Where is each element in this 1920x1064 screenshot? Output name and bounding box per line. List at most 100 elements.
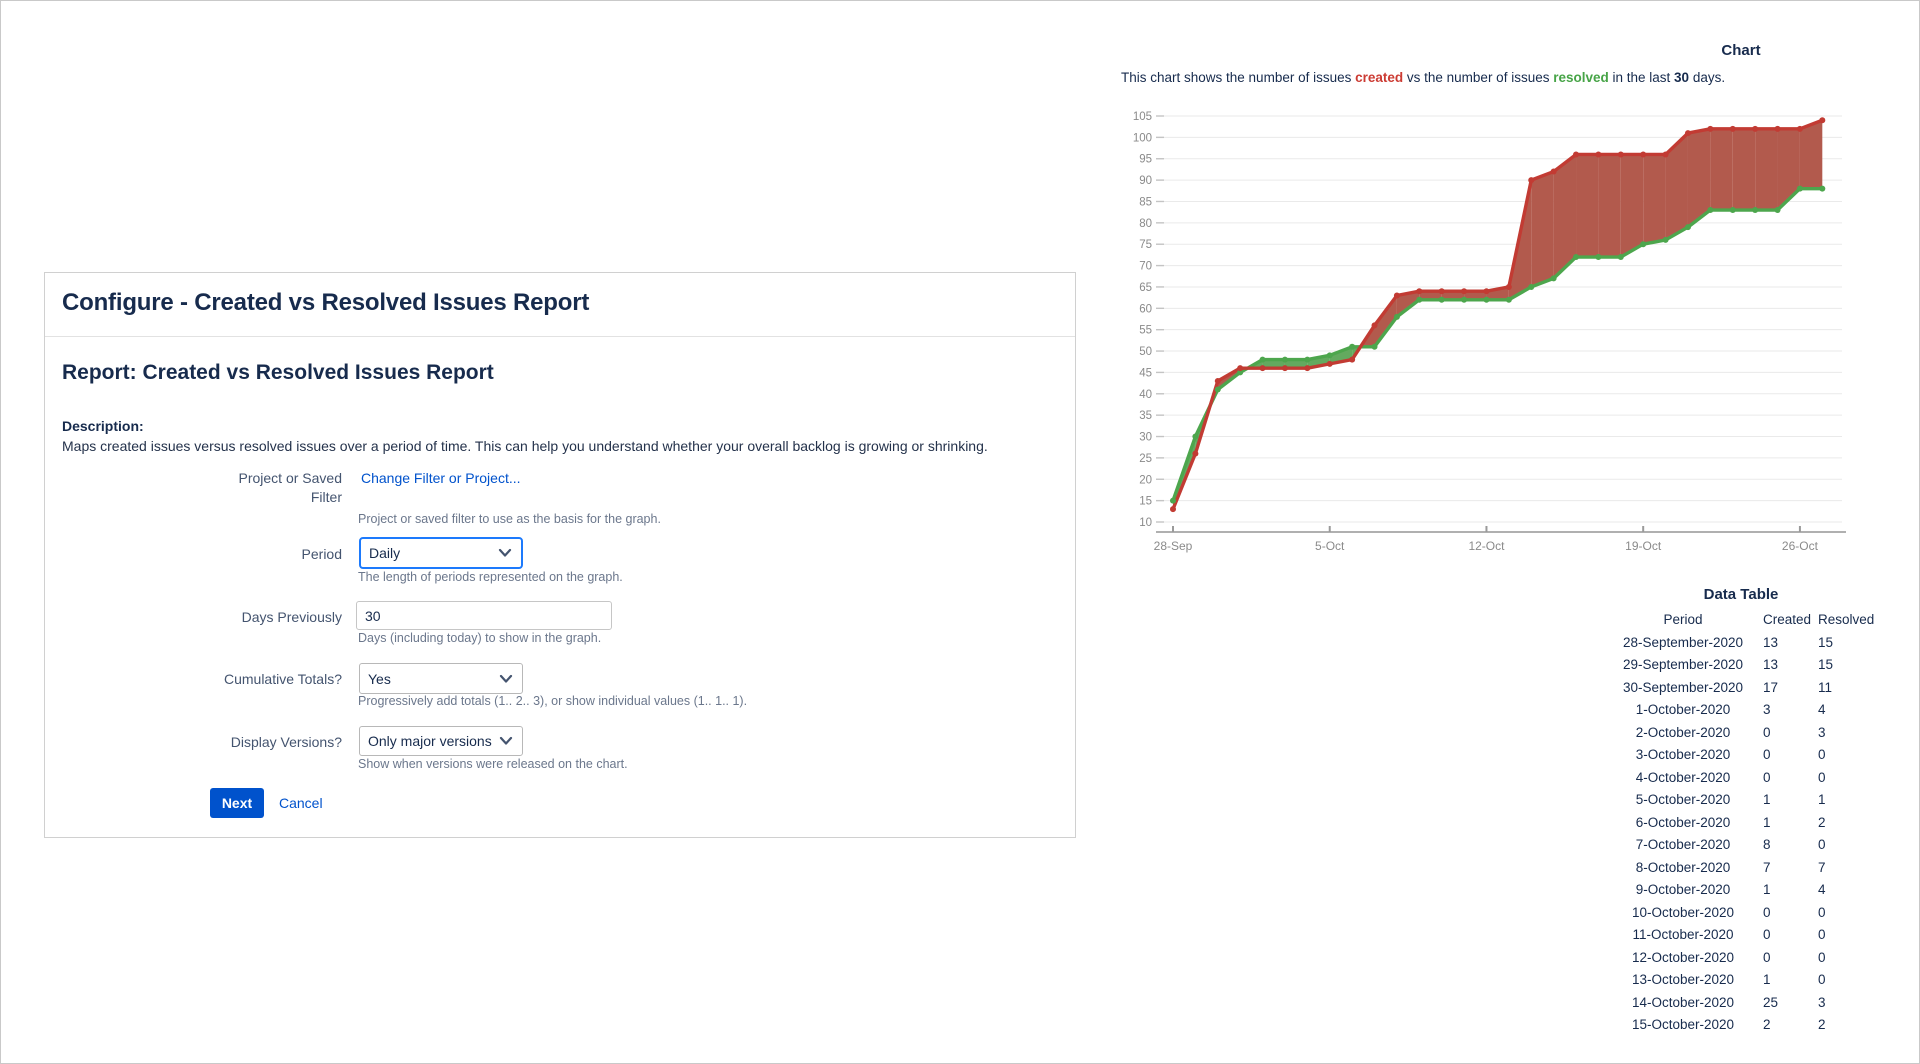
table-row: 15-October-2020 2 2 <box>1610 1014 1874 1037</box>
created-point <box>1729 125 1736 132</box>
versions-help-text: Show when versions were released on the … <box>358 757 628 771</box>
divider <box>45 336 1075 337</box>
resolved-point <box>1550 275 1557 282</box>
y-tick-label: 35 <box>1139 410 1152 422</box>
cell-period: 10-October-2020 <box>1631 904 1735 920</box>
created-point <box>1483 288 1490 295</box>
period-select[interactable]: Daily <box>359 537 523 569</box>
area-fill <box>1777 128 1800 211</box>
cell-resolved: 4 <box>1818 882 1826 897</box>
cell-created: 0 <box>1763 769 1771 785</box>
created-vs-resolved-area-chart: 10 15 20 25 30 35 40 45 50 55 60 65 70 75 80 85 90 95 100 1… <box>1133 111 1846 553</box>
cell-period: 29-September-2020 <box>1622 657 1744 672</box>
cell-resolved: 2 <box>1818 1017 1826 1032</box>
cell-resolved: 4 <box>1818 702 1826 717</box>
column-header-period: Period <box>1663 612 1703 627</box>
table-row: 10-October-2020 0 0 <box>1610 902 1874 925</box>
area-fill <box>1464 291 1487 300</box>
cell-resolved: 0 <box>1818 927 1826 942</box>
created-point <box>1349 356 1356 363</box>
table-row: 7-October-2020 8 0 <box>1610 834 1874 857</box>
data-table-title: Data Table <box>1703 586 1779 603</box>
y-tick-label: 105 <box>1133 111 1152 123</box>
cell-created: 8 <box>1763 837 1771 852</box>
y-tick-label: 10 <box>1139 517 1152 529</box>
display-versions-select[interactable]: Only major versions <box>359 726 523 756</box>
area-fill <box>1553 154 1577 279</box>
resolved-point <box>1595 254 1602 261</box>
resolved-point <box>1170 497 1176 504</box>
created-point <box>1326 360 1333 367</box>
subtitle-text: in the last <box>1608 70 1675 85</box>
created-point <box>1573 151 1580 158</box>
area-fill <box>1732 128 1756 211</box>
resolved-point <box>1684 224 1691 231</box>
cell-period: 13-October-2020 <box>1631 972 1735 987</box>
cell-resolved: 0 <box>1818 972 1826 987</box>
days-previously-input[interactable] <box>356 601 612 630</box>
y-tick-label: 75 <box>1139 239 1152 251</box>
table-row: 14-October-2020 25 3 <box>1610 992 1874 1015</box>
area-fill <box>1665 133 1688 240</box>
cell-period: 11-October-2020 <box>1632 927 1734 942</box>
subtitle-days-count: 30 <box>1674 70 1690 85</box>
created-point <box>1192 450 1199 457</box>
subtitle-text: This chart shows the number of issues <box>1121 70 1356 85</box>
table-row: 13-October-2020 1 0 <box>1610 969 1874 992</box>
y-tick-label: 100 <box>1133 132 1152 144</box>
resolved-point <box>1774 207 1781 214</box>
cancel-link[interactable]: Cancel <box>279 795 323 811</box>
change-filter-link[interactable]: Change Filter or Project... <box>361 470 521 486</box>
cell-period: 15-October-2020 <box>1631 1017 1735 1032</box>
chevron-down-icon <box>499 736 513 746</box>
y-tick-label: 50 <box>1139 346 1152 358</box>
x-tick-label: 12-Oct <box>1468 539 1505 553</box>
created-point <box>1774 125 1781 132</box>
table-row: 5-October-2020 1 1 <box>1610 789 1874 812</box>
cell-period: 8-October-2020 <box>1635 859 1731 875</box>
area-fill <box>1643 154 1666 245</box>
resolved-point <box>1707 207 1714 214</box>
resolved-point <box>1371 343 1378 350</box>
cumulative-help-text: Progressively add totals (1.. 2.. 3), or… <box>358 694 748 708</box>
cell-created: 0 <box>1763 904 1771 920</box>
cell-created: 2 <box>1763 1017 1771 1032</box>
resolved-point <box>1752 207 1759 214</box>
table-row: 3-October-2020 0 0 <box>1610 744 1874 767</box>
table-header-row: Period Created Resolved <box>1610 609 1874 632</box>
area-fill <box>1284 359 1308 369</box>
column-header-created: Created <box>1763 612 1812 627</box>
cell-created: 3 <box>1763 702 1771 717</box>
cell-resolved: 15 <box>1818 634 1834 650</box>
cell-period: 4-October-2020 <box>1635 769 1731 785</box>
created-point <box>1304 365 1311 372</box>
y-tick-label: 95 <box>1139 154 1152 166</box>
table-row: 8-October-2020 7 7 <box>1610 857 1874 880</box>
y-tick-label: 20 <box>1139 474 1152 486</box>
filter-help-text: Project or saved filter to use as the ba… <box>358 512 661 526</box>
cell-period: 28-September-2020 <box>1622 634 1744 650</box>
cell-period: 5-October-2020 <box>1635 792 1731 807</box>
cell-period: 2-October-2020 <box>1635 724 1731 740</box>
y-tick-label: 55 <box>1139 325 1152 337</box>
created-point <box>1237 365 1244 372</box>
y-tick-label: 85 <box>1139 196 1152 208</box>
resolved-point <box>1505 296 1512 303</box>
cell-created: 0 <box>1763 949 1771 965</box>
days-field-label: Days Previously <box>241 609 342 625</box>
cell-created: 17 <box>1763 679 1779 695</box>
resolved-point <box>1304 356 1311 363</box>
y-tick-label: 15 <box>1139 496 1152 508</box>
area-fill <box>1374 295 1397 347</box>
cell-resolved: 2 <box>1818 814 1826 830</box>
cell-resolved: 7 <box>1818 859 1826 875</box>
created-point <box>1752 125 1759 132</box>
y-tick-label: 60 <box>1139 303 1152 315</box>
created-point <box>1393 292 1400 299</box>
resolved-point <box>1214 386 1221 393</box>
resolved-point <box>1281 356 1288 363</box>
table-row: 4-October-2020 0 0 <box>1610 767 1874 790</box>
created-point <box>1259 365 1266 372</box>
next-button[interactable]: Next <box>210 788 264 818</box>
cumulative-totals-select[interactable]: Yes <box>359 663 523 694</box>
